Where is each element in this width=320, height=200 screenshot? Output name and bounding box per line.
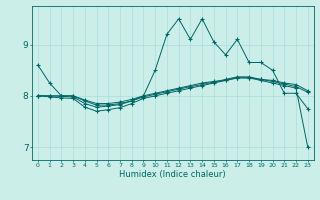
X-axis label: Humidex (Indice chaleur): Humidex (Indice chaleur): [119, 170, 226, 179]
